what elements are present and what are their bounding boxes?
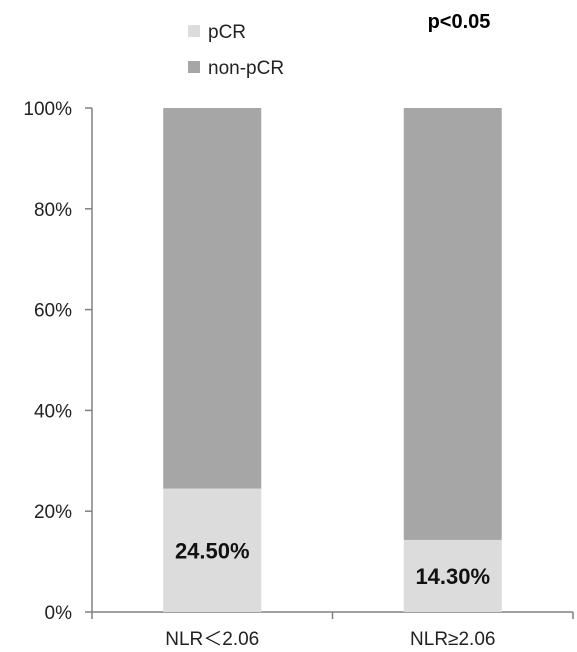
data-label: 14.30% (415, 564, 490, 589)
bar-segment-non-pcr (163, 108, 262, 489)
legend: pCR non-pCR (188, 22, 284, 79)
legend-swatch-non-pcr (188, 61, 200, 73)
data-label: 24.50% (175, 538, 250, 563)
data-labels: 24.50% 14.30% (175, 538, 490, 589)
y-tick-label: 100% (23, 99, 72, 120)
bar-segment-pcr (163, 488, 262, 612)
y-tick-label: 80% (34, 200, 72, 221)
y-tick-label: 60% (34, 301, 72, 322)
legend-label-non-pcr: non-pCR (208, 58, 284, 79)
significance-annotation: p<0.05 (428, 11, 491, 33)
y-tick-label: 40% (34, 401, 72, 422)
bar-segment-pcr (403, 539, 502, 612)
x-axis: NLR＜2.06 NLR≥2.06 (91, 611, 574, 650)
x-category-label: NLR≥2.06 (410, 629, 495, 650)
bars (163, 108, 502, 612)
legend-label-pcr: pCR (208, 22, 246, 43)
bar-segment-non-pcr (403, 108, 502, 540)
y-tick-label: 0% (45, 603, 73, 624)
x-category-label: NLR＜2.06 (165, 629, 259, 650)
legend-swatch-pcr (188, 25, 200, 37)
y-axis: 0% 20% 40% 60% 80% 100% (23, 99, 93, 624)
y-tick-label: 20% (34, 502, 72, 523)
